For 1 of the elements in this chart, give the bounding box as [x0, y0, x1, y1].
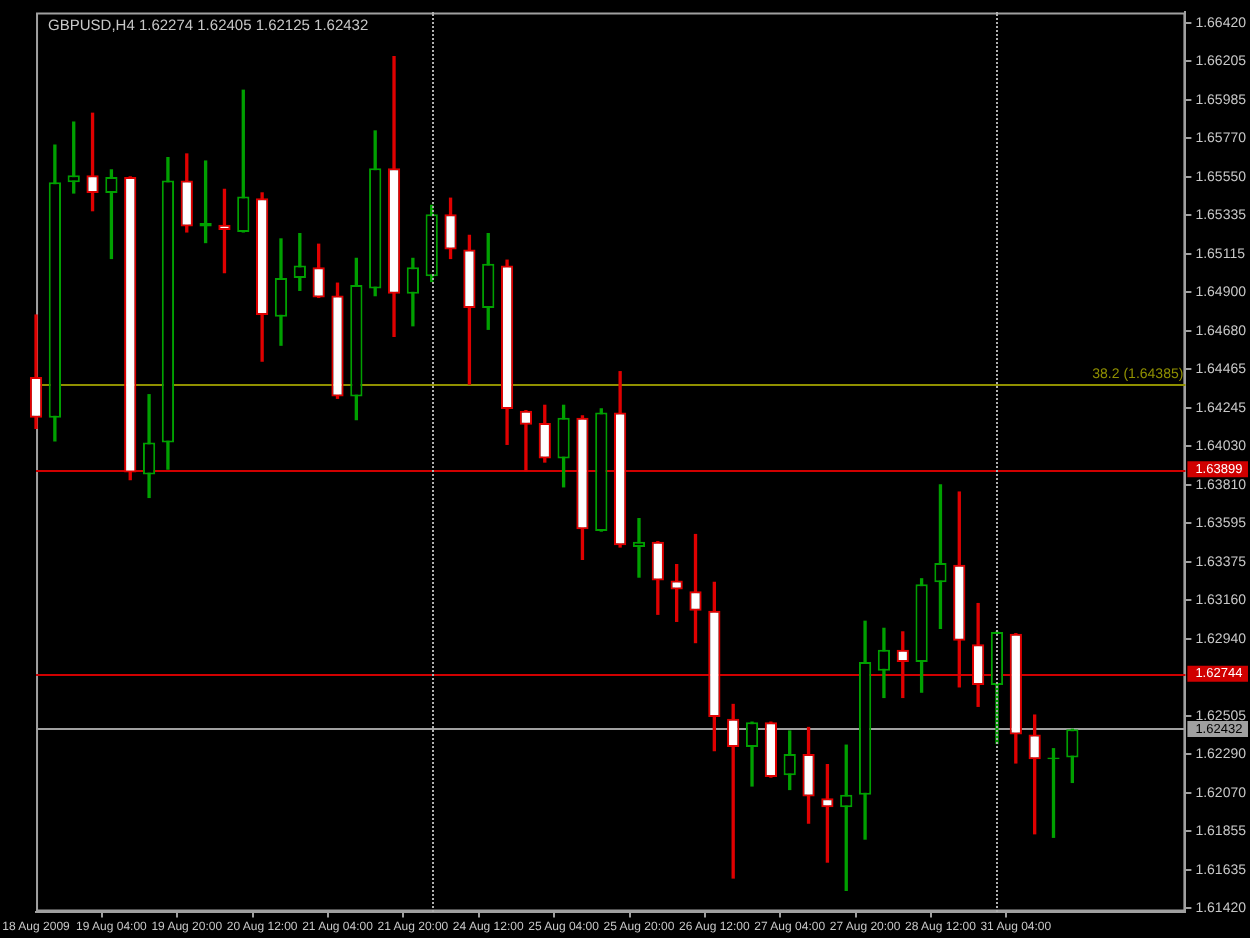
- candlestick: [519, 410, 533, 472]
